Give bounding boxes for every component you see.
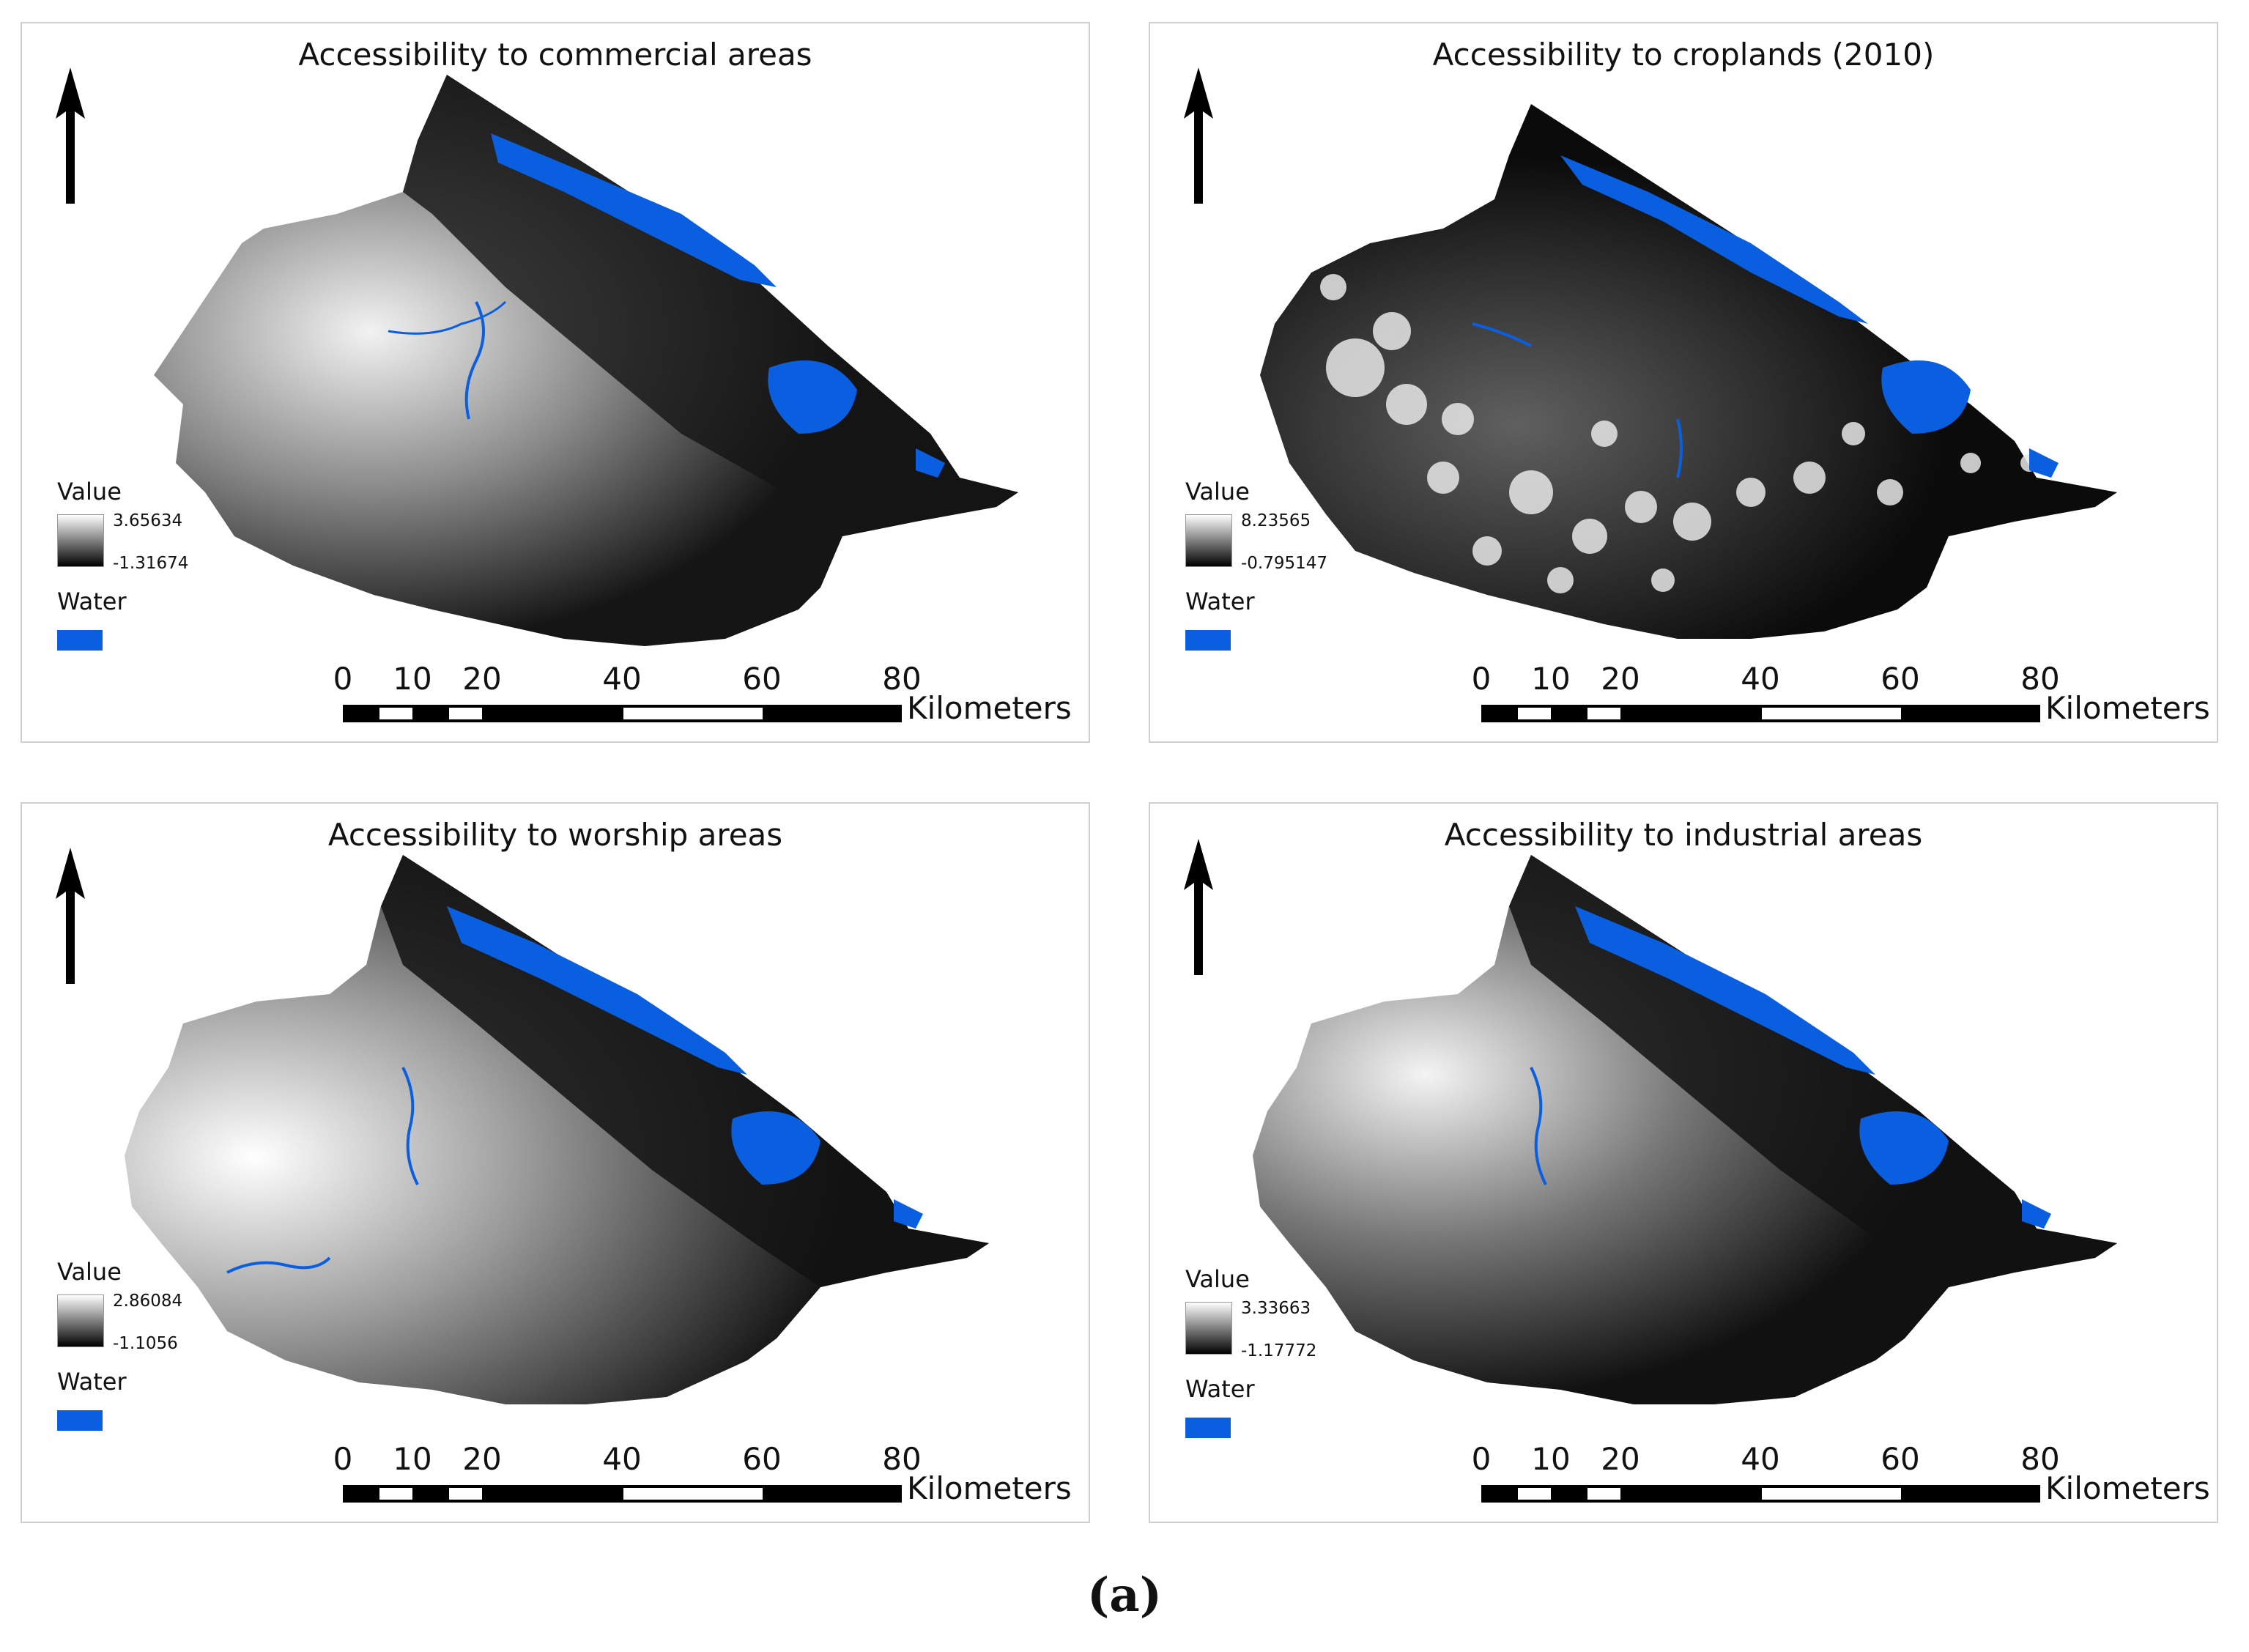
map-panel-croplands: Accessibility to croplands (2010) Value … bbox=[1149, 22, 2218, 743]
scale-unit: Kilometers bbox=[907, 1470, 1072, 1506]
legend-water-label: Water bbox=[1185, 588, 1255, 615]
legend-water-swatch bbox=[57, 630, 103, 651]
scale-tick: 20 bbox=[1601, 1441, 1640, 1477]
legend: Value 3.33663 -1.17772 Water bbox=[1185, 1265, 1405, 1438]
scale-tick: 10 bbox=[393, 661, 432, 697]
legend-color-ramp bbox=[57, 1294, 104, 1347]
legend-min-value: -1.1056 bbox=[113, 1334, 178, 1353]
legend-water-swatch bbox=[1185, 630, 1231, 651]
legend-min-value: -1.17772 bbox=[1241, 1341, 1317, 1360]
scale-bar-graphic bbox=[343, 705, 902, 722]
legend-max-value: 3.33663 bbox=[1241, 1299, 1311, 1318]
figure-label: (a) bbox=[1086, 1568, 1163, 1623]
map-panel-worship: Accessibility to worship areas Value 2.8… bbox=[21, 802, 1090, 1523]
legend-color-ramp bbox=[57, 514, 104, 567]
scale-bar: 0 10 20 40 60 80 Kilometers bbox=[1472, 661, 2210, 734]
scale-tick: 40 bbox=[1741, 1441, 1780, 1477]
accessibility-raster bbox=[1253, 855, 2117, 1404]
map-panel-industrial: Accessibility to industrial areas Value … bbox=[1149, 802, 2218, 1523]
legend-max-value: 8.23565 bbox=[1241, 511, 1311, 530]
accessibility-raster bbox=[1260, 104, 2117, 639]
legend-title: Value bbox=[1185, 478, 1250, 505]
scale-unit: Kilometers bbox=[907, 690, 1072, 726]
legend-title: Value bbox=[57, 1258, 122, 1286]
accessibility-raster bbox=[154, 75, 1018, 646]
scale-tick: 60 bbox=[1881, 1441, 1920, 1477]
scale-tick: 20 bbox=[462, 1441, 502, 1477]
legend-title: Value bbox=[57, 478, 122, 505]
legend-max-value: 3.65634 bbox=[113, 511, 183, 530]
north-arrow-icon bbox=[1184, 839, 1213, 975]
legend-max-value: 2.86084 bbox=[113, 1292, 183, 1311]
scale-tick: 60 bbox=[742, 661, 782, 697]
scale-tick: 40 bbox=[602, 661, 642, 697]
scale-unit: Kilometers bbox=[2045, 1470, 2210, 1506]
scale-tick: 80 bbox=[882, 1441, 922, 1477]
legend-water-label: Water bbox=[57, 1368, 127, 1396]
north-arrow-icon bbox=[1184, 67, 1213, 204]
legend-water-label: Water bbox=[57, 588, 127, 615]
north-arrow-icon bbox=[56, 848, 85, 984]
scale-bar: 0 10 20 40 60 80 Kilometers bbox=[333, 1441, 1072, 1514]
map-title: Accessibility to commercial areas bbox=[298, 37, 812, 73]
scale-tick: 60 bbox=[742, 1441, 782, 1477]
scale-bar-graphic bbox=[343, 1485, 902, 1503]
map-title: Accessibility to croplands (2010) bbox=[1432, 37, 1935, 73]
scale-tick: 0 bbox=[1471, 661, 1492, 697]
scale-tick: 0 bbox=[333, 1441, 353, 1477]
scale-tick: 40 bbox=[602, 1441, 642, 1477]
legend-water-swatch bbox=[57, 1410, 103, 1431]
scale-tick: 0 bbox=[333, 661, 353, 697]
map-panel-commercial: Accessibility to commercial areas Value … bbox=[21, 22, 1090, 743]
legend-title: Value bbox=[1185, 1265, 1250, 1293]
scale-tick: 40 bbox=[1741, 661, 1780, 697]
scale-tick: 80 bbox=[2020, 661, 2060, 697]
scale-tick: 60 bbox=[1881, 661, 1920, 697]
scale-bar-graphic bbox=[1481, 705, 2040, 722]
scale-bar: 0 10 20 40 60 80 Kilometers bbox=[1472, 1441, 2210, 1514]
legend: Value 2.86084 -1.1056 Water bbox=[57, 1258, 277, 1431]
scale-tick: 20 bbox=[462, 661, 502, 697]
scale-unit: Kilometers bbox=[2045, 690, 2210, 726]
map-title: Accessibility to worship areas bbox=[327, 817, 783, 853]
legend: Value 8.23565 -0.795147 Water bbox=[1185, 478, 1405, 651]
scale-tick: 10 bbox=[393, 1441, 432, 1477]
scale-tick: 10 bbox=[1531, 661, 1571, 697]
legend-color-ramp bbox=[1185, 1302, 1232, 1355]
scale-tick: 20 bbox=[1601, 661, 1640, 697]
map-title: Accessibility to industrial areas bbox=[1444, 817, 1923, 853]
legend-min-value: -1.31674 bbox=[113, 554, 189, 573]
legend-water-label: Water bbox=[1185, 1375, 1255, 1403]
legend-min-value: -0.795147 bbox=[1241, 554, 1328, 573]
north-arrow-icon bbox=[56, 67, 85, 204]
legend-water-swatch bbox=[1185, 1418, 1231, 1438]
scale-tick: 80 bbox=[2020, 1441, 2060, 1477]
legend: Value 3.65634 -1.31674 Water bbox=[57, 478, 277, 651]
scale-tick: 80 bbox=[882, 661, 922, 697]
scale-bar-graphic bbox=[1481, 1485, 2040, 1503]
scale-bar: 0 10 20 40 60 80 Kilometers bbox=[333, 661, 1072, 734]
accessibility-raster bbox=[125, 855, 989, 1404]
scale-tick: 10 bbox=[1531, 1441, 1571, 1477]
scale-tick: 0 bbox=[1471, 1441, 1492, 1477]
legend-color-ramp bbox=[1185, 514, 1232, 567]
